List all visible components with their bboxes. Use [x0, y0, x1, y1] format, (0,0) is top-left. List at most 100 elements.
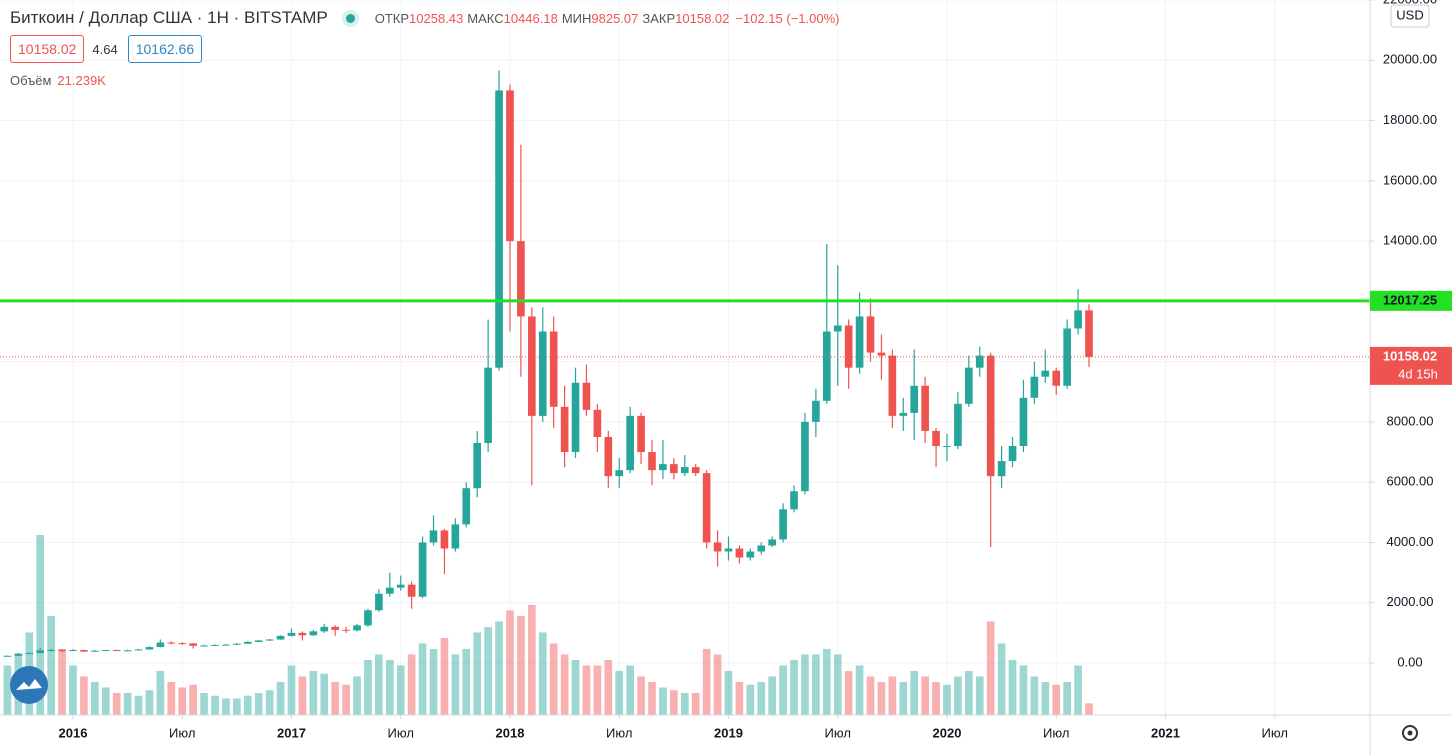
- candle: [877, 334, 886, 380]
- candle-body: [549, 331, 558, 407]
- candle-body: [484, 367, 492, 444]
- volume-bar: [495, 621, 503, 715]
- candle-body: [910, 385, 919, 413]
- volume-bar: [243, 695, 252, 715]
- y-tick-label: 18000.00: [1383, 112, 1437, 127]
- logo[interactable]: [10, 666, 48, 704]
- volume-bar: [287, 665, 296, 715]
- candle-body: [659, 464, 667, 471]
- volume-bar: [724, 670, 733, 715]
- candle-body: [1041, 370, 1050, 377]
- candle-body: [1063, 328, 1071, 386]
- candle-body: [790, 491, 798, 510]
- candle-body: [47, 650, 55, 652]
- candle-body: [932, 430, 940, 447]
- volume-bar: [822, 648, 831, 715]
- currency-box[interactable]: [1390, 4, 1430, 28]
- candle-body: [1052, 370, 1061, 386]
- volume-bar: [1041, 681, 1050, 715]
- market-status: [345, 13, 355, 23]
- y-tick-label: 8000.00: [1387, 413, 1434, 428]
- candle-body: [691, 467, 700, 474]
- candle-body: [14, 653, 23, 656]
- candle-body: [112, 650, 121, 652]
- ask[interactable]: 10162.66: [127, 35, 203, 63]
- volume-bar: [812, 654, 820, 715]
- candle: [287, 628, 296, 637]
- volume-bar: [134, 695, 143, 715]
- candle: [309, 629, 318, 636]
- candle: [58, 649, 66, 653]
- gear-center: [1407, 730, 1413, 736]
- candle-body: [473, 443, 482, 489]
- candle: [101, 649, 110, 652]
- volume-bar: [779, 665, 787, 715]
- candle: [211, 644, 219, 646]
- candle-body: [331, 626, 340, 630]
- volume-bar: [309, 670, 318, 715]
- candle-body: [36, 650, 45, 654]
- candle-body: [80, 650, 88, 652]
- candle-body: [844, 325, 853, 368]
- x-tick-label: 2019: [714, 725, 743, 740]
- candle-body: [167, 642, 176, 644]
- level-label: 12017.25: [1383, 292, 1437, 307]
- volume-bar: [855, 665, 864, 715]
- volume-pane: [3, 535, 1093, 715]
- candle-body: [757, 545, 766, 552]
- quote-row: 10158.02 4.64 10162.66: [10, 30, 839, 68]
- candle-body: [145, 647, 154, 650]
- symbol-title[interactable]: Биткоин / Доллар США · 1Н · BITSTAMP: [10, 8, 328, 27]
- volume-bar: [233, 698, 241, 715]
- volume-bar: [735, 681, 744, 715]
- volume-bar: [746, 684, 755, 715]
- logo-circle[interactable]: [10, 666, 48, 704]
- last-price-box: [1370, 346, 1452, 385]
- volume-bar: [396, 665, 405, 715]
- candle-body: [385, 587, 394, 594]
- candle: [735, 545, 744, 564]
- candle: [1074, 289, 1082, 335]
- volume-bar: [156, 670, 165, 715]
- candle-body: [265, 639, 274, 641]
- candle: [331, 625, 340, 636]
- candle: [975, 346, 984, 377]
- candle-body: [724, 548, 733, 552]
- volume-bar: [877, 681, 886, 715]
- candle: [659, 440, 667, 480]
- candle: [965, 355, 973, 407]
- candle: [353, 623, 361, 632]
- candle: [517, 144, 525, 377]
- y-tick-label: 6000.00: [1387, 474, 1434, 489]
- ohlc-value: 10258.43: [409, 10, 464, 26]
- candle: [233, 643, 241, 645]
- volume-bar: [659, 687, 667, 715]
- bid[interactable]: 10158.02: [10, 35, 85, 63]
- candle: [91, 650, 99, 652]
- volume-bar: [986, 621, 995, 715]
- candle: [243, 641, 252, 645]
- candle: [200, 644, 208, 647]
- volume-bar: [385, 659, 394, 715]
- settings-icon[interactable]: [1402, 725, 1418, 741]
- volume-value: 21.239K: [57, 72, 106, 88]
- gear[interactable]: [1402, 725, 1418, 741]
- candle: [604, 430, 613, 489]
- volume-bar: [637, 676, 645, 715]
- volume-bar: [528, 604, 536, 715]
- volume-bar: [254, 692, 263, 715]
- volume-bar: [888, 676, 897, 715]
- candle-body: [298, 632, 307, 636]
- ohlc-value: 10446.18: [503, 10, 558, 26]
- volume-bar: [975, 676, 984, 715]
- volume-bar: [615, 670, 624, 715]
- candle: [1041, 349, 1050, 383]
- candle-body: [3, 655, 12, 657]
- candle: [582, 364, 591, 416]
- candle-body: [779, 509, 787, 540]
- candle-body: [233, 643, 241, 645]
- candle-body: [1074, 310, 1082, 329]
- volume-bar: [145, 690, 154, 715]
- candle: [1030, 361, 1039, 404]
